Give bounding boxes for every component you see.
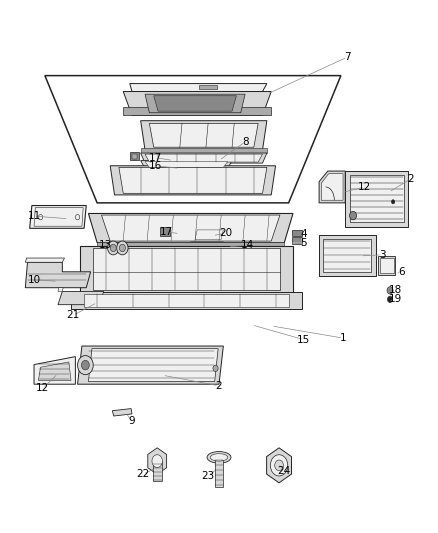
Text: 2: 2 [215,381,223,391]
Polygon shape [25,262,91,288]
Polygon shape [350,175,404,222]
Text: 21: 21 [67,310,80,320]
Polygon shape [88,214,293,243]
Polygon shape [145,94,245,113]
Circle shape [387,287,393,294]
Bar [130,152,139,160]
Polygon shape [93,248,280,290]
Polygon shape [113,409,132,416]
Text: 20: 20 [219,228,232,238]
Circle shape [75,215,80,220]
Text: 23: 23 [201,471,215,481]
Text: 8: 8 [242,137,248,147]
Circle shape [152,455,162,467]
Bar [215,457,223,487]
Polygon shape [34,357,75,384]
Text: 13: 13 [99,240,113,251]
Polygon shape [141,148,267,152]
Polygon shape [345,171,408,227]
Text: 15: 15 [297,335,311,345]
Polygon shape [292,230,302,236]
Polygon shape [25,258,64,262]
Circle shape [39,215,43,220]
Polygon shape [292,237,302,244]
Polygon shape [102,215,280,241]
Polygon shape [119,167,267,193]
Circle shape [275,460,283,471]
Polygon shape [321,174,343,200]
Bar [132,154,137,159]
Polygon shape [80,246,293,293]
Polygon shape [88,349,218,382]
Polygon shape [39,362,71,381]
Circle shape [78,356,93,375]
Polygon shape [191,228,226,241]
Circle shape [81,360,89,370]
Polygon shape [145,154,262,162]
Text: 7: 7 [344,52,351,62]
Bar [199,85,217,89]
Polygon shape [319,171,345,203]
Ellipse shape [207,451,231,463]
Polygon shape [123,92,271,115]
Polygon shape [58,288,63,292]
Text: 17: 17 [160,227,173,237]
Text: 2: 2 [407,174,414,184]
Polygon shape [30,206,86,228]
Polygon shape [149,123,258,147]
Polygon shape [71,292,302,309]
Circle shape [117,241,128,255]
Text: 22: 22 [136,470,149,479]
Bar [160,227,170,236]
Polygon shape [154,96,237,111]
Polygon shape [145,161,228,167]
Polygon shape [58,292,104,305]
Text: 17: 17 [149,153,162,163]
Polygon shape [323,239,371,272]
Text: 4: 4 [300,229,307,239]
Text: 11: 11 [28,211,41,221]
Text: 6: 6 [399,267,405,277]
Text: 24: 24 [278,466,291,475]
Polygon shape [378,256,395,275]
Text: 5: 5 [300,238,307,248]
Polygon shape [319,235,376,276]
Circle shape [270,455,288,476]
Polygon shape [141,160,232,168]
Polygon shape [195,230,223,239]
Text: 9: 9 [129,416,135,426]
Circle shape [350,212,357,220]
Circle shape [110,244,116,252]
Polygon shape [97,242,284,246]
Circle shape [108,241,119,255]
Polygon shape [380,258,393,273]
Polygon shape [78,346,223,384]
Text: 16: 16 [149,161,162,171]
Polygon shape [141,153,267,163]
Text: 12: 12 [36,383,49,393]
Circle shape [388,296,392,303]
Text: 10: 10 [28,274,41,285]
Text: 3: 3 [379,250,385,260]
Polygon shape [123,108,271,115]
Ellipse shape [210,454,228,461]
Bar [153,461,162,481]
Polygon shape [110,166,276,195]
Text: 12: 12 [358,182,371,192]
Polygon shape [130,84,267,92]
Text: 18: 18 [389,285,402,295]
Polygon shape [84,294,289,308]
Circle shape [213,365,218,372]
Text: 1: 1 [340,333,346,343]
Text: 19: 19 [389,294,402,304]
Circle shape [391,200,395,204]
Circle shape [119,244,125,252]
Polygon shape [141,120,267,150]
Text: 14: 14 [240,240,254,251]
